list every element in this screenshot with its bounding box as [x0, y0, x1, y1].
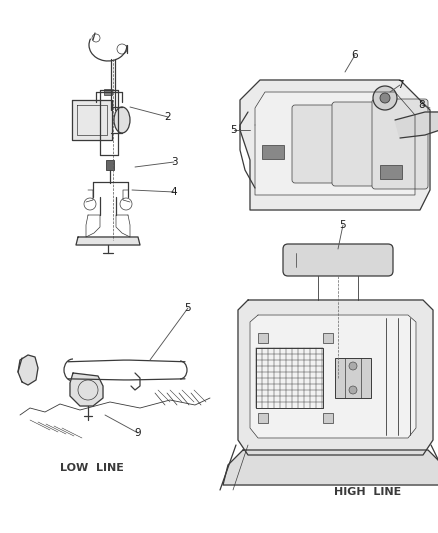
Polygon shape [72, 100, 112, 140]
Text: 8: 8 [418, 100, 424, 110]
Text: 3: 3 [170, 157, 177, 167]
Bar [261, 145, 283, 159]
Text: 6: 6 [351, 50, 357, 60]
Circle shape [348, 362, 356, 370]
Text: 5: 5 [184, 303, 191, 313]
Polygon shape [254, 92, 414, 195]
Text: 7: 7 [396, 80, 403, 90]
FancyBboxPatch shape [331, 102, 392, 186]
Polygon shape [76, 237, 140, 245]
Circle shape [379, 93, 389, 103]
Polygon shape [18, 355, 38, 385]
Polygon shape [70, 373, 103, 406]
Bar [322, 413, 332, 423]
Text: LOW  LINE: LOW LINE [60, 463, 124, 473]
Polygon shape [394, 112, 438, 138]
Text: 5: 5 [230, 125, 237, 135]
Text: HIGH  LINE: HIGH LINE [334, 487, 401, 497]
Text: 5: 5 [339, 220, 346, 230]
FancyBboxPatch shape [371, 99, 427, 189]
Bar [334, 358, 370, 398]
Text: 4: 4 [170, 187, 177, 197]
Circle shape [372, 86, 396, 110]
Polygon shape [240, 80, 429, 210]
Text: 2: 2 [164, 112, 171, 122]
Bar [258, 413, 267, 423]
Bar [258, 333, 267, 343]
Text: 9: 9 [134, 428, 141, 438]
Bar [106, 160, 114, 170]
FancyBboxPatch shape [283, 244, 392, 276]
Circle shape [348, 386, 356, 394]
Polygon shape [223, 450, 438, 485]
Ellipse shape [114, 107, 130, 133]
Polygon shape [237, 300, 432, 455]
Polygon shape [249, 315, 415, 438]
FancyBboxPatch shape [291, 105, 357, 183]
Bar [322, 333, 332, 343]
Bar [379, 165, 401, 179]
Bar [104, 89, 112, 95]
